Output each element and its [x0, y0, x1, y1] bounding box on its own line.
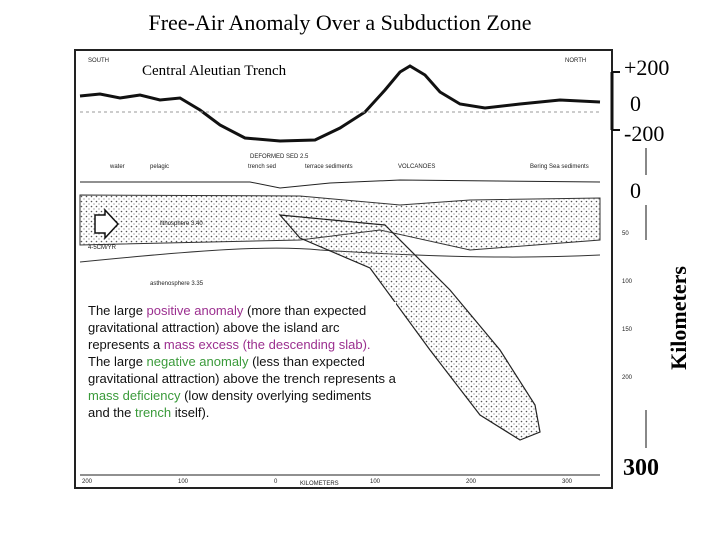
caption-segment: (low density overlying sediments and the: [88, 388, 372, 420]
plate-arrow: [94, 208, 120, 240]
depth-tick-label: 150: [622, 327, 633, 333]
caption-segment: positive anomaly: [146, 303, 244, 318]
caption-segment: trench: [135, 405, 172, 420]
scale-label: 0: [630, 91, 641, 116]
caption-segment: The large: [88, 303, 147, 318]
depth-tick-label: 200: [622, 375, 633, 381]
depth-labels: 50 100 150 200: [622, 231, 633, 381]
x-axis-label: 200: [82, 479, 93, 485]
scan-label: terrace sediments: [305, 164, 353, 170]
caption-segment: mass excess (the descending slab).: [163, 337, 371, 352]
subtitle: Central Aleutian Trench: [142, 63, 287, 79]
x-axis-label: 300: [562, 479, 573, 485]
scan-label: SOUTH: [88, 58, 109, 64]
scan-label: 4-5CM/YR: [88, 245, 117, 251]
depth-bottom: 300: [623, 455, 659, 481]
caption: The large positive anomaly (more than ex…: [88, 302, 396, 421]
gravity-profile: [79, 64, 601, 143]
scan-label: asthenosphere 3.35: [150, 281, 204, 287]
scan-label: KILOMETERS: [300, 481, 339, 487]
caption-segment: The large: [88, 354, 147, 369]
x-axis-label: 0: [274, 479, 278, 485]
scan-label: VOLCANOES: [398, 164, 435, 170]
caption-segment: negative anomaly: [146, 354, 249, 369]
lithosphere-base: [79, 247, 601, 263]
caption-segment: (more than expected gravitational attrac…: [88, 303, 367, 352]
x-axis-label: 200: [466, 479, 477, 485]
title: Free-Air Anomaly Over a Subduction Zone: [148, 10, 531, 35]
caption-segment: (less than expected gravitational attrac…: [88, 354, 396, 386]
x-axis-labels: 200 100 0 100 200 300: [82, 479, 573, 485]
scan-label: trench sed: [248, 164, 276, 170]
scan-label: Bering Sea sediments: [530, 164, 589, 170]
scale-label: +200: [624, 55, 669, 80]
depth-label: Kilometers: [666, 266, 691, 370]
scan-label: water: [109, 164, 125, 170]
caption-segment: mass deficiency: [88, 388, 181, 403]
descending-slab: [278, 214, 541, 441]
depth-tick-label: 100: [622, 279, 633, 285]
x-axis-label: 100: [370, 479, 381, 485]
caption-segment: itself).: [171, 405, 210, 420]
scale-label: -200: [624, 121, 664, 146]
scan-label: pelagic: [150, 164, 169, 170]
depth-tick-label: 50: [622, 231, 629, 237]
seafloor: [80, 179, 601, 189]
depth-top: 0: [630, 178, 641, 203]
scan-label: NORTH: [565, 58, 586, 64]
scan-label: DEFORMED SED 2.5: [250, 154, 309, 160]
x-axis-label: 100: [178, 479, 189, 485]
scan-label: lithosphere 3.40: [160, 221, 203, 227]
